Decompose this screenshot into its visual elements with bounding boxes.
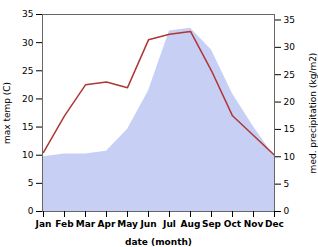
svg-text:Nov: Nov	[244, 219, 264, 229]
svg-text:15: 15	[284, 124, 295, 134]
svg-text:35: 35	[284, 15, 295, 25]
svg-text:Aug: Aug	[181, 219, 201, 229]
svg-text:30: 30	[284, 42, 296, 52]
svg-text:Jan: Jan	[35, 219, 52, 229]
svg-text:0: 0	[28, 206, 34, 216]
svg-text:20: 20	[284, 97, 296, 107]
svg-text:Dec: Dec	[265, 219, 284, 229]
svg-text:25: 25	[22, 66, 33, 76]
svg-text:5: 5	[28, 178, 34, 188]
svg-text:5: 5	[284, 179, 290, 189]
svg-text:Apr: Apr	[98, 219, 116, 229]
svg-text:20: 20	[22, 94, 34, 104]
svg-text:35: 35	[22, 9, 33, 19]
svg-text:0: 0	[284, 206, 290, 216]
svg-text:date (month): date (month)	[125, 237, 192, 247]
svg-text:10: 10	[22, 150, 34, 160]
svg-text:30: 30	[22, 38, 34, 48]
svg-text:15: 15	[22, 122, 33, 132]
svg-text:25: 25	[284, 70, 295, 80]
svg-text:max temp (C): max temp (C)	[2, 82, 12, 144]
svg-text:Jul: Jul	[162, 219, 176, 229]
svg-text:Feb: Feb	[55, 219, 74, 229]
svg-text:May: May	[117, 219, 138, 229]
svg-text:Mar: Mar	[76, 219, 96, 229]
svg-text:Sep: Sep	[202, 219, 222, 229]
svg-text:med. precipitation (kg/m2): med. precipitation (kg/m2)	[308, 53, 318, 174]
svg-text:Jun: Jun	[139, 219, 156, 229]
svg-text:10: 10	[284, 152, 296, 162]
svg-text:Oct: Oct	[224, 219, 242, 229]
